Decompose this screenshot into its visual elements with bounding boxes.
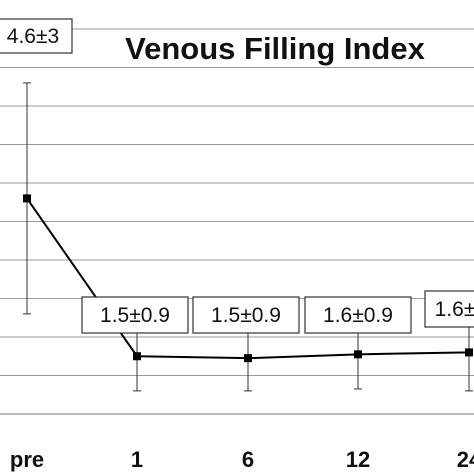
x-tick-label: 6 bbox=[242, 447, 254, 472]
annotation-box bbox=[192, 296, 300, 334]
data-point bbox=[244, 354, 252, 363]
annotation-box bbox=[304, 296, 412, 334]
chart-title: Venous Filling Index bbox=[125, 31, 425, 66]
annotation-label: 1.5±0.9 bbox=[211, 304, 281, 327]
x-tick-label: 24 bbox=[457, 447, 474, 472]
data-point bbox=[465, 348, 473, 357]
data-annotation: 1.6±0.9 bbox=[304, 296, 412, 334]
annotation-label: 1.6± bbox=[435, 298, 474, 321]
annotation-label: 4.6±3 bbox=[7, 25, 59, 48]
data-annotation: 4.6±3 bbox=[0, 18, 73, 54]
x-tick-label: pre bbox=[10, 447, 44, 472]
data-points bbox=[23, 194, 473, 363]
annotations: 4.6±3 1.5±0.9 1.5±0.9 1.6±0.9 1.6± bbox=[0, 18, 474, 334]
x-tick-label: 12 bbox=[346, 447, 370, 472]
annotation-box bbox=[0, 18, 73, 54]
annotation-box bbox=[81, 296, 189, 334]
data-annotation: 1.6± bbox=[424, 290, 474, 328]
data-annotation: 1.5±0.9 bbox=[81, 296, 189, 334]
x-tick-label: 1 bbox=[131, 447, 143, 472]
data-point bbox=[133, 352, 141, 361]
annotation-label: 1.5±0.9 bbox=[100, 304, 170, 327]
gridlines bbox=[0, 28, 474, 376]
annotation-box bbox=[424, 290, 474, 328]
x-tick-labels: pre 1 6 12 24 bbox=[10, 447, 474, 472]
annotation-label: 1.6±0.9 bbox=[323, 304, 393, 327]
error-bars bbox=[23, 82, 473, 392]
data-point bbox=[354, 350, 362, 359]
data-annotation: 1.5±0.9 bbox=[192, 296, 300, 334]
data-point bbox=[23, 194, 31, 203]
